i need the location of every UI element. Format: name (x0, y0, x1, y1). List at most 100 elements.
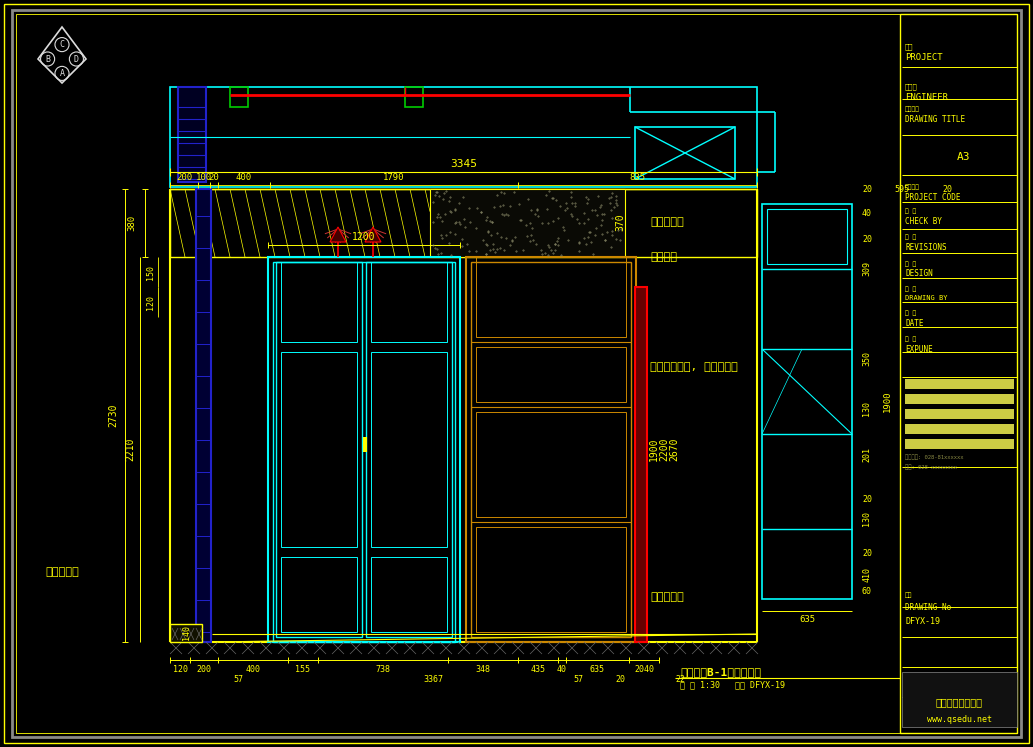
Text: 60: 60 (862, 586, 872, 595)
Bar (905, 424, 1014, 434)
Text: 20: 20 (615, 675, 625, 684)
Text: 150: 150 (146, 264, 155, 279)
Text: ENGINEER: ENGINEER (905, 93, 948, 102)
Text: 201: 201 (863, 447, 872, 462)
Bar (635, 287, 647, 642)
Bar (281, 262, 357, 342)
Bar (273, 262, 455, 642)
Text: 595: 595 (895, 185, 909, 193)
Text: DRAWING No: DRAWING No (905, 603, 951, 612)
Bar (281, 352, 357, 547)
Text: 入户花园B-1立面施工图: 入户花园B-1立面施工图 (680, 667, 761, 677)
Text: 635: 635 (590, 665, 605, 674)
Text: 400: 400 (246, 665, 260, 674)
Text: 3345: 3345 (450, 159, 477, 169)
Text: 1900: 1900 (882, 391, 891, 412)
Text: 120: 120 (146, 294, 155, 309)
Text: 100: 100 (196, 173, 212, 182)
Text: 738: 738 (376, 665, 390, 674)
Text: 2730: 2730 (108, 403, 118, 427)
Text: 130: 130 (863, 512, 872, 527)
Text: 200: 200 (176, 173, 192, 182)
Text: 155: 155 (295, 665, 311, 674)
Bar (281, 557, 357, 632)
Bar (905, 409, 1014, 419)
Text: 1200: 1200 (352, 232, 376, 242)
Text: 140: 140 (183, 625, 191, 640)
Text: EXPUNE: EXPUNE (905, 344, 933, 353)
Text: 2210: 2210 (125, 438, 135, 461)
Bar (276, 262, 362, 637)
Text: 348: 348 (475, 665, 491, 674)
Text: 200: 200 (196, 665, 212, 674)
Text: 20: 20 (862, 235, 872, 244)
Text: 380: 380 (127, 215, 136, 231)
Text: 40: 40 (557, 665, 567, 674)
Text: www.qsedu.net: www.qsedu.net (927, 714, 992, 724)
Bar (405, 87, 422, 107)
Text: 635: 635 (799, 615, 815, 624)
Text: 20: 20 (862, 185, 872, 193)
Text: 齐生设计职业学校: 齐生设计职业学校 (936, 697, 983, 707)
Bar (371, 262, 447, 342)
Bar (371, 352, 447, 547)
Text: 20: 20 (942, 185, 952, 193)
Bar (170, 624, 202, 642)
Text: 2670: 2670 (669, 438, 679, 461)
Text: A: A (60, 69, 64, 78)
Bar (230, 87, 248, 107)
Bar (905, 439, 1014, 449)
Text: CHECK BY: CHECK BY (905, 217, 942, 226)
Text: 制 图: 制 图 (905, 286, 916, 292)
Text: 比 例 1:30   图号 DFYX-19: 比 例 1:30 图号 DFYX-19 (680, 681, 785, 689)
Text: 石膏板吊顶: 石膏板吊顶 (650, 217, 684, 227)
Text: 130: 130 (863, 401, 872, 417)
Text: B: B (45, 55, 50, 63)
Bar (471, 262, 631, 637)
Text: A3: A3 (957, 152, 970, 162)
Text: 410: 410 (863, 566, 872, 581)
Text: REVISIONS: REVISIONS (905, 243, 946, 252)
Text: 40: 40 (862, 209, 872, 219)
Text: DRAWING TITLE: DRAWING TITLE (905, 114, 965, 123)
Bar (170, 189, 757, 257)
Text: 修 改: 修 改 (905, 235, 916, 240)
Bar (268, 257, 460, 642)
Text: 项目: 项目 (905, 43, 913, 50)
Text: 原木踢脚线: 原木踢脚线 (650, 592, 684, 602)
Bar (430, 189, 625, 257)
Text: 120: 120 (173, 665, 188, 674)
Bar (476, 412, 626, 517)
Polygon shape (330, 227, 346, 242)
Text: 2040: 2040 (634, 665, 654, 674)
Text: 定做原木柜门, 双饰面柜体: 定做原木柜门, 双饰面柜体 (650, 362, 738, 372)
Bar (366, 262, 452, 637)
Bar (476, 347, 626, 402)
Text: 1900: 1900 (649, 438, 659, 461)
Bar (902, 672, 1018, 727)
Text: 22: 22 (675, 675, 685, 684)
Text: 2200: 2200 (659, 438, 669, 461)
Text: 设 计: 设 计 (905, 261, 916, 267)
Text: 日 期: 日 期 (905, 310, 916, 316)
Text: PROJECT: PROJECT (905, 52, 943, 61)
Text: 835: 835 (629, 173, 646, 182)
Bar (371, 557, 447, 632)
Text: DATE: DATE (905, 318, 924, 327)
Text: D: D (74, 55, 79, 63)
Text: 400: 400 (236, 173, 252, 182)
Text: 20: 20 (862, 495, 872, 503)
Text: 图号: 图号 (905, 592, 912, 598)
Text: 会 签: 会 签 (905, 336, 916, 342)
Text: 370: 370 (615, 213, 625, 231)
Bar (178, 87, 206, 182)
Text: DFYX-19: DFYX-19 (905, 618, 940, 627)
Text: 350: 350 (863, 352, 872, 367)
Text: 工程编号: 工程编号 (905, 185, 920, 190)
Text: 防腐木花台: 防腐木花台 (45, 567, 79, 577)
Text: DRAWING BY: DRAWING BY (905, 295, 947, 301)
Bar (766, 209, 847, 264)
Text: 传真: 028-xxxxxxxx: 传真: 028-xxxxxxxx (905, 464, 957, 470)
Polygon shape (365, 227, 381, 242)
Text: PROJECT CODE: PROJECT CODE (905, 193, 961, 202)
